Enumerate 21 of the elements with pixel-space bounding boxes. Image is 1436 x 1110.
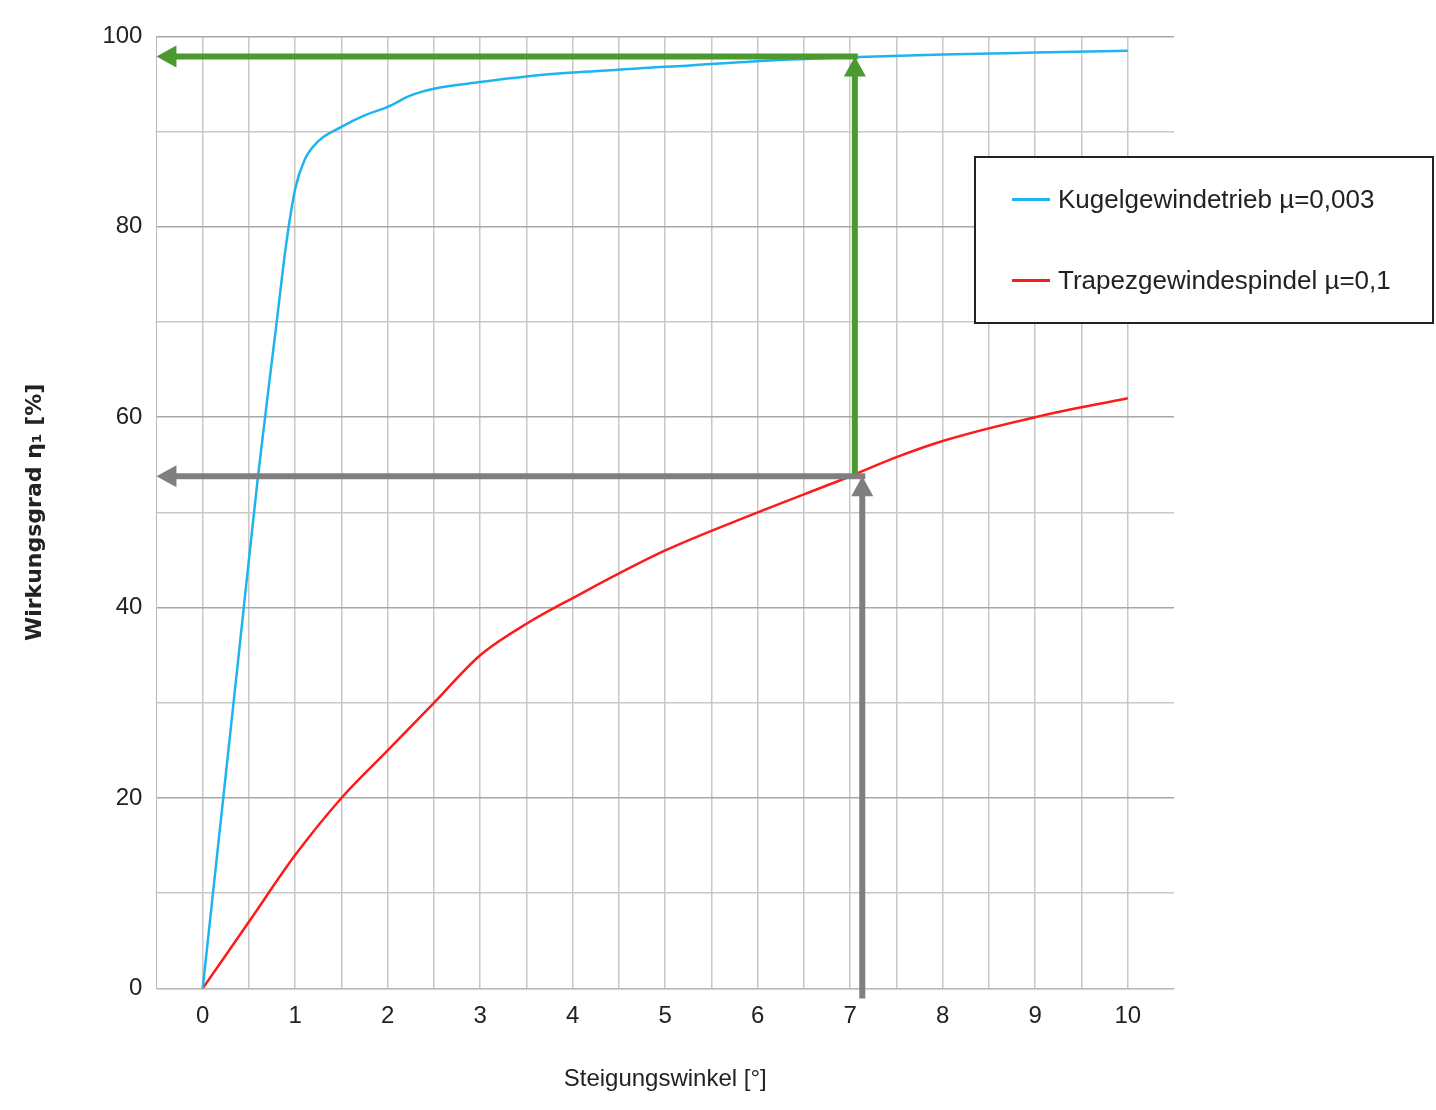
y-tick-label: 60 <box>115 401 143 429</box>
x-tick-label: 7 <box>843 1001 857 1029</box>
x-tick-label: 6 <box>751 1001 765 1029</box>
y-tick-label: 80 <box>115 211 143 239</box>
x-tick-label: 8 <box>936 1001 950 1029</box>
y-tick-label: 0 <box>129 973 143 1001</box>
x-tick-label: 4 <box>566 1001 580 1029</box>
x-tick-label: 1 <box>288 1001 302 1029</box>
y-tick-label: 20 <box>115 782 143 810</box>
x-axis-title: Steigungswinkel [°] <box>563 1064 767 1092</box>
legend-label: Kugelgewindetrieb µ=0,003 <box>1058 184 1375 215</box>
x-tick-label: 9 <box>1028 1001 1042 1029</box>
x-tick-label: 5 <box>658 1001 672 1029</box>
x-tick-label: 0 <box>196 1001 210 1029</box>
x-tick-label: 3 <box>473 1001 487 1029</box>
y-tick-label: 100 <box>102 21 143 49</box>
x-tick-label: 10 <box>1114 1001 1142 1029</box>
legend-label: Trapezgewindespindel µ=0,1 <box>1058 265 1391 296</box>
y-tick-label: 40 <box>115 592 143 620</box>
y-axis-title: Wirkungsgrad η₁ [%] <box>20 383 46 642</box>
x-tick-label: 2 <box>381 1001 395 1029</box>
